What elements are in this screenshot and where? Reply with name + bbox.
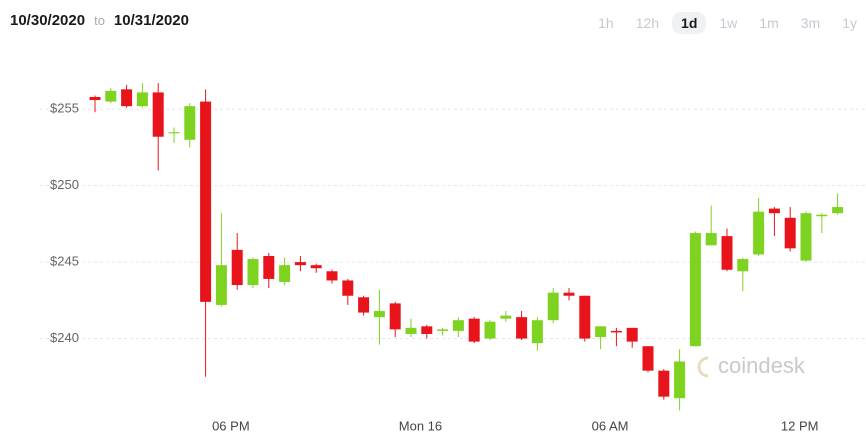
candle-body <box>531 320 543 344</box>
date-from: 10/30/2020 <box>10 12 86 29</box>
candle-body <box>626 327 638 342</box>
candle-body <box>800 213 812 261</box>
candle-body <box>373 311 385 318</box>
candle-body <box>421 326 433 334</box>
candle-body <box>310 265 322 269</box>
candle-body <box>168 132 180 134</box>
candle-body <box>184 106 196 140</box>
candle-body <box>563 292 575 296</box>
candle-body <box>294 262 306 266</box>
candle-body <box>816 214 828 217</box>
candle-body <box>452 320 464 331</box>
candle-body <box>658 370 670 397</box>
candle-body <box>579 295 591 339</box>
watermark: coindesk <box>718 353 806 378</box>
candle-body <box>342 280 354 296</box>
candle-body <box>784 217 796 249</box>
range-button[interactable]: 1y <box>842 15 857 31</box>
y-tick-label: $255 <box>50 101 79 116</box>
range-button[interactable]: 12h <box>635 15 660 31</box>
range-button[interactable]: 1h <box>598 15 614 31</box>
candle-body <box>279 265 291 282</box>
y-tick-label: $250 <box>50 177 79 192</box>
candle-body <box>689 233 701 347</box>
date-range: 10/30/2020 to 10/31/2020 <box>10 12 189 29</box>
candle-body <box>484 321 496 339</box>
range-selector: 1h 12h 1d 1w 1m 3m 1y <box>585 12 866 34</box>
candle-body <box>705 233 717 246</box>
candle-body <box>121 89 133 107</box>
candle-body <box>405 327 417 334</box>
candle-body <box>89 96 101 101</box>
x-tick-label: Mon 16 <box>399 418 442 433</box>
date-to: 10/31/2020 <box>113 12 189 29</box>
range-button[interactable]: 1m <box>759 15 779 31</box>
x-tick-label: 06 PM <box>212 418 250 433</box>
x-tick-label: 06 AM <box>592 418 629 433</box>
candle-body <box>468 318 480 342</box>
x-tick-label: 12 PM <box>781 418 819 433</box>
candle-body <box>721 236 733 270</box>
y-tick-label: $240 <box>50 330 79 345</box>
candle-body <box>642 346 654 371</box>
candle-body <box>595 326 607 338</box>
y-tick-label: $245 <box>50 254 79 269</box>
candle-body <box>516 317 528 339</box>
candle-body <box>437 329 449 331</box>
watermark-logo <box>697 356 709 378</box>
candle-body <box>753 211 765 255</box>
candle-body <box>105 90 117 102</box>
candle-body <box>263 255 275 279</box>
range-button[interactable]: 3m <box>800 15 821 31</box>
candle-body <box>358 297 370 313</box>
candle-body <box>547 292 559 321</box>
candle-body <box>247 259 259 286</box>
candle-body <box>768 208 780 214</box>
candle-body <box>200 101 212 302</box>
candle-body <box>389 303 401 330</box>
candle-body <box>136 92 148 107</box>
candle-body <box>832 207 844 214</box>
candle-body <box>674 361 686 399</box>
date-to-word: to <box>94 13 105 28</box>
candle-body <box>500 315 512 319</box>
range-button[interactable]: 1d <box>672 12 707 34</box>
candle-body <box>610 330 622 333</box>
range-button[interactable]: 1w <box>719 15 738 31</box>
candle-body <box>215 265 227 305</box>
candle-body <box>231 249 243 286</box>
candle-body <box>152 92 164 137</box>
candle-body <box>737 259 749 272</box>
candle-body <box>326 271 338 281</box>
